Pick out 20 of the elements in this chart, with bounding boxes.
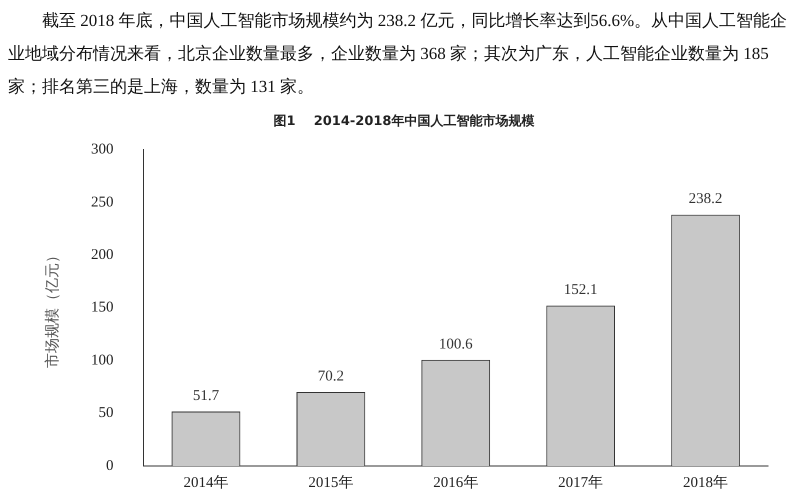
y-tick-label: 250	[91, 194, 114, 210]
y-tick-label: 100	[91, 352, 114, 368]
data-label: 238.2	[688, 191, 722, 208]
x-tick-label: 2015年	[308, 474, 354, 491]
data-label: 51.7	[192, 388, 220, 404]
y-tick-label: 50	[98, 405, 114, 422]
y-tick-label: 300	[91, 142, 114, 158]
y-axis-title: 市场规模（亿元）	[44, 248, 61, 368]
chart-title: 图1 2014-2018年中国人工智能市场规模	[274, 113, 534, 130]
data-label: 70.2	[318, 368, 344, 384]
y-tick-label: 200	[91, 247, 114, 264]
x-tick-label: 2017年	[558, 474, 604, 491]
data-label: 100.6	[438, 336, 474, 352]
x-tick-label: 2014年	[183, 474, 228, 491]
data-label: 152.1	[564, 282, 598, 298]
x-tick-label: 2016年	[433, 474, 478, 491]
text: 截至 2018 年底，中国人工智能市场规模约为 238.2 亿元，同比增长率达到56.6%。从中国人工智能企业地域分布情况来看，北京企业数量最多，企业数量为 368 家；其次为广东，人工智能企业数量为 185 家；排名第三的是上海，数量为 131 家。	[8, 10, 788, 98]
x-tick-label: 2018年	[683, 474, 728, 491]
y-tick-label: 150	[91, 300, 114, 316]
y-tick-label: 0	[106, 458, 114, 474]
